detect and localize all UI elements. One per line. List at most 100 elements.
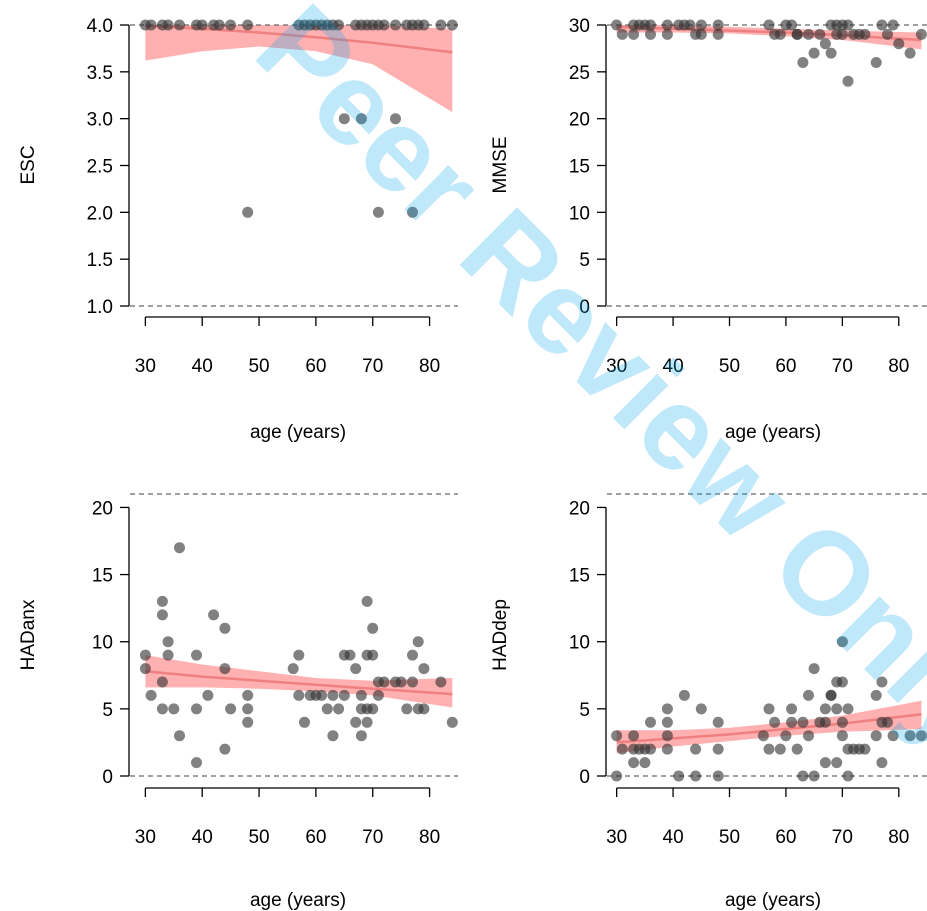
x-axis-label: age (years) (250, 422, 346, 443)
data-point (836, 676, 848, 688)
x-tick-label: 40 (192, 827, 213, 848)
data-point (842, 770, 854, 782)
data-point (661, 19, 673, 31)
data-point (299, 716, 310, 728)
x-tick-label: 30 (135, 356, 156, 377)
data-point (769, 716, 781, 728)
data-point (690, 770, 702, 782)
data-point (712, 716, 724, 728)
data-point (887, 730, 899, 742)
data-point (611, 19, 623, 31)
data-point (367, 649, 379, 661)
y-tick-label: 0 (102, 767, 113, 788)
data-point (139, 649, 151, 661)
data-point (628, 730, 640, 742)
data-point (673, 770, 685, 782)
data-point (174, 542, 185, 554)
data-point (407, 206, 418, 218)
data-point (797, 57, 809, 68)
data-point (825, 47, 837, 59)
data-point (361, 595, 373, 607)
data-point (819, 38, 831, 50)
data-point (870, 689, 882, 701)
data-point (915, 730, 927, 742)
data-point (757, 730, 769, 742)
x-tick-label: 50 (248, 827, 269, 848)
axes-layer: 0 5 10 15 20 30 40 50 60 70 80 (92, 498, 440, 848)
x-tick-label: 70 (362, 356, 383, 377)
data-point (327, 689, 339, 701)
points-layer (139, 542, 458, 769)
y-tick-label: 4.0 (87, 16, 113, 37)
data-point (446, 19, 458, 31)
y-tick-label: 0 (579, 767, 590, 788)
y-tick-label: 25 (569, 63, 590, 84)
data-point (191, 703, 202, 715)
data-point (162, 19, 174, 31)
data-point (859, 28, 871, 40)
data-point (836, 28, 848, 40)
ci-band-layer (616, 700, 922, 754)
data-point (333, 703, 345, 715)
data-point (814, 28, 826, 40)
y-tick-label: 2.5 (87, 157, 113, 178)
data-point (780, 730, 792, 742)
x-tick-label: 50 (719, 827, 740, 848)
data-point (690, 743, 702, 755)
data-point (372, 689, 384, 701)
x-tick-label: 50 (719, 356, 740, 377)
data-point (156, 595, 168, 607)
data-point (712, 28, 724, 40)
y-tick-label: 20 (92, 498, 113, 519)
data-point (390, 113, 401, 125)
data-point (162, 649, 174, 661)
y-tick-label: 20 (569, 110, 590, 131)
data-point (808, 47, 820, 59)
data-point (819, 757, 831, 769)
data-point (145, 19, 157, 31)
data-point (287, 663, 299, 675)
data-point (611, 770, 623, 782)
data-point (191, 649, 202, 661)
y-tick-label: 5 (579, 250, 590, 271)
y-tick-label: 2.0 (87, 203, 113, 224)
x-tick-label: 40 (663, 827, 684, 848)
data-point (645, 19, 656, 31)
data-point (242, 689, 254, 701)
x-tick-label: 80 (888, 356, 909, 377)
x-tick-label: 40 (192, 356, 213, 377)
x-tick-label: 60 (775, 356, 796, 377)
data-point (797, 770, 809, 782)
data-point (774, 28, 786, 40)
data-point (684, 19, 696, 31)
data-point (819, 716, 831, 728)
x-tick-label: 60 (775, 827, 796, 848)
data-point (321, 703, 333, 715)
data-point (639, 757, 651, 769)
data-point (695, 703, 707, 715)
points-layer (611, 19, 927, 87)
data-point (355, 113, 367, 125)
chart-panel-mmse: 0 5 10 15 20 25 30 30 40 50 60 70 80 age (years) MMS… (490, 16, 927, 443)
data-point (616, 28, 628, 40)
ci-band (145, 25, 453, 113)
data-point (293, 689, 305, 701)
data-point (611, 730, 623, 742)
data-point (225, 19, 237, 31)
x-tick-label: 30 (606, 356, 627, 377)
data-point (435, 676, 447, 688)
chart-panel-hadanx: 0 5 10 15 20 30 40 50 60 70 80 age (years) HADanx (18, 493, 458, 911)
data-point (774, 743, 786, 755)
data-point (316, 689, 328, 701)
data-point (174, 19, 185, 31)
data-point (797, 716, 809, 728)
data-point (418, 663, 430, 675)
data-point (407, 649, 418, 661)
data-point (367, 703, 379, 715)
data-point (893, 38, 905, 50)
data-point (191, 757, 202, 769)
y-tick-label: 1.0 (87, 297, 113, 318)
data-point (786, 703, 798, 715)
data-point (842, 703, 854, 715)
data-point (763, 19, 775, 31)
